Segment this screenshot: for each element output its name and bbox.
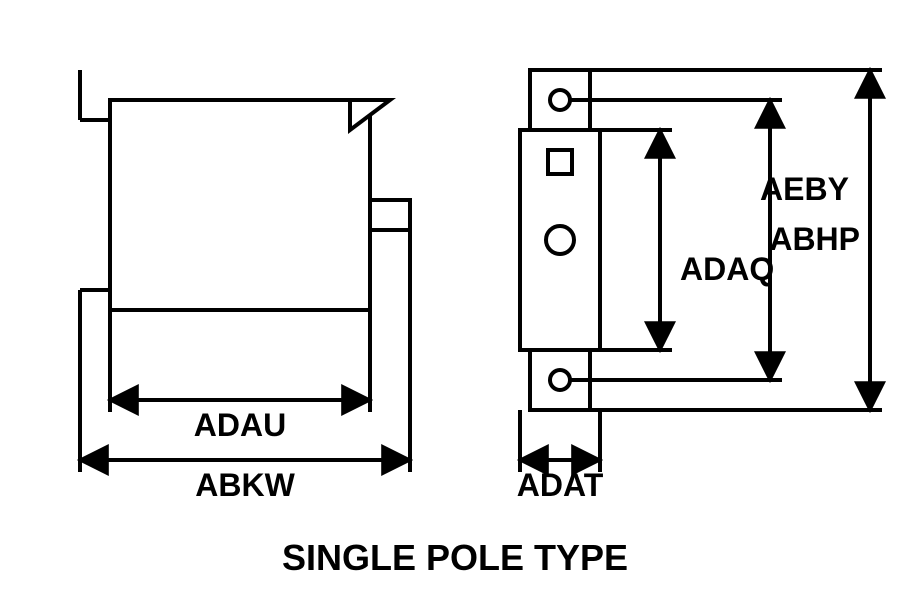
- dim-abhp: ABHP: [769, 221, 860, 257]
- dim-aeby: AEBY: [760, 171, 849, 207]
- dim-adau: ADAU: [194, 407, 286, 443]
- front-view: ADAQ AEBY ABHP ADAT: [517, 70, 882, 503]
- side-peg: [370, 200, 410, 230]
- dim-abkw: ABKW: [195, 467, 295, 503]
- front-body: [520, 130, 600, 350]
- dim-adat: ADAT: [517, 467, 604, 503]
- dim-adaq: ADAQ: [680, 251, 774, 287]
- engineering-drawing: ADAU ABKW ADAQ AEBY ABHP ADAT SINGLE POLE TY…: [0, 0, 911, 613]
- drawing-title: SINGLE POLE TYPE: [282, 537, 628, 578]
- side-body: [110, 100, 370, 310]
- side-view: ADAU ABKW: [80, 70, 410, 503]
